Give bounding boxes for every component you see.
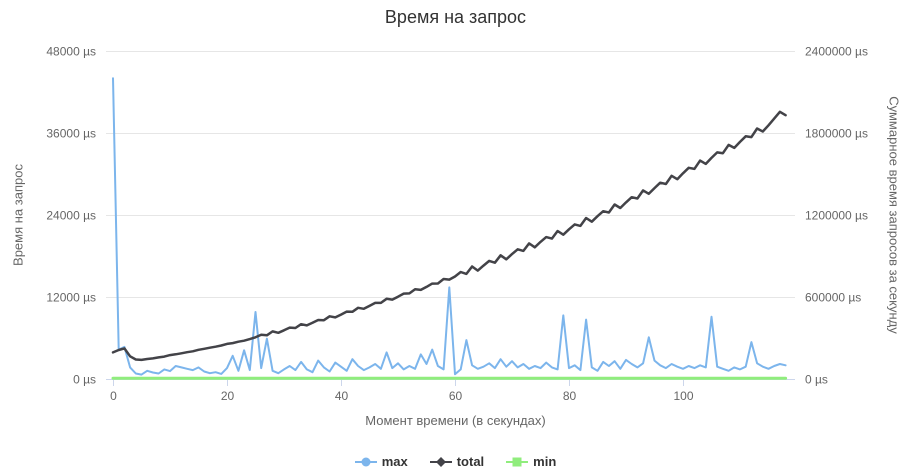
x-axis-title: Момент времени (в секундах) (365, 413, 546, 428)
series-line-total (111, 110, 787, 362)
x-axis-tick-label: 0 (110, 389, 117, 403)
y-axis-left-title: Время на запрос (10, 164, 26, 266)
legend: max total min (0, 454, 911, 469)
y-axis-right-tick-label: 2400000 µs (805, 45, 868, 59)
x-axis-tick-label: 80 (563, 389, 577, 403)
legend-square-marker-icon (506, 457, 529, 466)
x-axis-tick-label: 60 (449, 389, 463, 403)
y-axis-right-tick-label: 1800000 µs (805, 127, 868, 141)
y-axis-right-tick-label: 0 µs (805, 373, 828, 387)
y-axis-left-tick-label: 36000 µs (46, 127, 96, 141)
legend-diamond-marker-icon (429, 456, 452, 467)
legend-circle-marker-icon (354, 457, 377, 466)
y-axis-right-tick-label: 1200000 µs (805, 209, 868, 223)
y-axis-right-title: Суммарное время запросов за секунду (886, 96, 902, 334)
x-axis-tick-label: 20 (221, 389, 235, 403)
series-line-max (112, 77, 787, 376)
legend-label: min (533, 454, 557, 469)
legend-label: max (381, 454, 408, 469)
legend-item-total[interactable]: total (429, 454, 485, 469)
x-axis-tick-label: 40 (335, 389, 349, 403)
y-axis-left-tick-label: 48000 µs (46, 45, 96, 59)
y-axis-left-tick-label: 0 µs (73, 373, 96, 387)
y-axis-right-tick-label: 600000 µs (805, 291, 861, 305)
y-axis-left-tick-label: 12000 µs (46, 291, 96, 305)
legend-label: total (456, 454, 485, 469)
chart-title: Время на запрос (384, 7, 527, 27)
legend-item-max[interactable]: max (354, 454, 408, 469)
legend-item-min[interactable]: min (506, 454, 556, 469)
x-axis-tick-label: 100 (673, 389, 693, 403)
y-axis-left-tick-label: 24000 µs (46, 209, 96, 223)
